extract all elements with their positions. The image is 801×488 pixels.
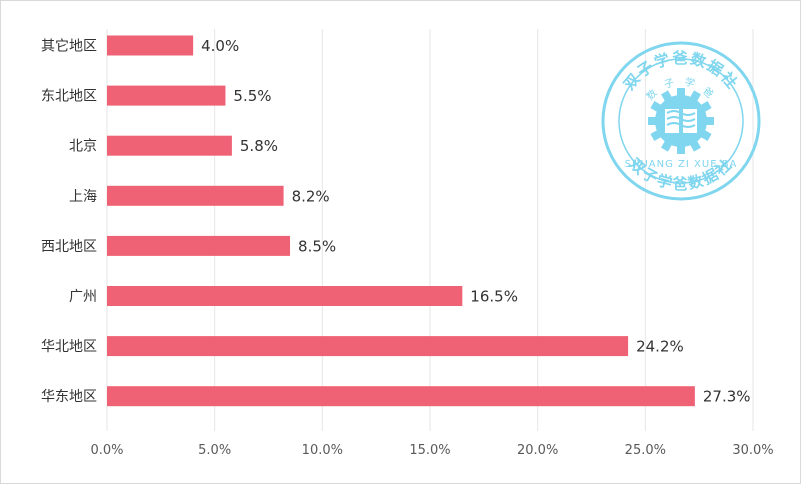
x-tick-label: 25.0% — [625, 443, 666, 458]
bar — [107, 386, 695, 407]
x-tick-label: 0.0% — [90, 443, 123, 458]
bar — [107, 185, 284, 206]
value-labels: 4.0% 5.5% 5.8% 8.2% 8.5% 16.5% 24.2% 27.3% — [201, 37, 750, 406]
bar — [107, 135, 232, 156]
category-label: 华北地区 — [41, 339, 97, 355]
value-label: 8.2% — [292, 187, 330, 205]
bar — [107, 336, 629, 357]
value-label: 5.5% — [233, 87, 271, 105]
watermark-latin-text: SHUANG ZI XUE BA — [625, 159, 738, 170]
x-tick-label: 5.0% — [198, 443, 231, 458]
x-tick-label: 20.0% — [517, 443, 558, 458]
bar — [107, 85, 226, 106]
x-tick-label: 10.0% — [302, 443, 343, 458]
value-label: 4.0% — [201, 37, 239, 55]
bars — [107, 35, 695, 407]
value-label: 24.2% — [636, 338, 684, 356]
watermark-stamp: 双子学爸数据社 数 子 学 爸 双子学爸数据社 SHUANG ZI XUE BA — [601, 41, 761, 201]
category-label: 华东地区 — [41, 389, 97, 405]
value-label: 27.3% — [703, 388, 751, 406]
bar — [107, 286, 463, 306]
gear-icon — [648, 88, 714, 154]
bar — [107, 35, 194, 56]
category-label: 西北地区 — [41, 239, 97, 255]
category-label: 北京 — [69, 139, 97, 155]
bar — [107, 235, 291, 256]
category-label: 其它地区 — [41, 38, 97, 55]
category-label: 上海 — [69, 189, 97, 205]
value-label: 8.5% — [298, 237, 336, 255]
x-tick-label: 15.0% — [409, 443, 450, 458]
x-tick-label: 30.0% — [732, 443, 773, 458]
value-label: 5.8% — [240, 137, 278, 155]
value-label: 16.5% — [470, 288, 518, 306]
category-label: 广州 — [69, 289, 97, 305]
x-tick-labels: 0.0% 5.0% 10.0% 15.0% 20.0% 25.0% 30.0% — [90, 443, 773, 458]
category-label: 东北地区 — [41, 89, 97, 105]
